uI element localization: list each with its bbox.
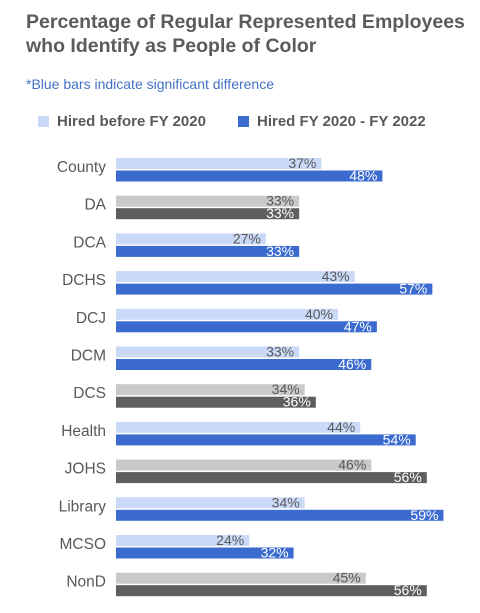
bar-dcs-before [116, 384, 305, 396]
data-label-dcs-before: 34% [272, 381, 300, 397]
data-label-nond-before: 45% [333, 570, 361, 586]
data-label-dchs-after: 57% [399, 281, 427, 297]
bar-nond-before [116, 572, 366, 584]
data-label-county-before: 37% [288, 155, 316, 171]
bar-health-before [116, 421, 361, 433]
data-label-johs-before: 46% [338, 457, 366, 473]
bar-dca-after [116, 245, 300, 257]
data-label-dca-after: 33% [266, 243, 294, 259]
category-label-health: Health [61, 423, 106, 440]
bar-dchs-before [116, 271, 355, 283]
legend-swatch-after [238, 116, 249, 127]
category-label-dcj: DCJ [76, 310, 106, 327]
data-label-mcso-after: 32% [261, 545, 289, 561]
data-label-dcm-after: 46% [338, 356, 366, 372]
legend-label-after: Hired FY 2020 - FY 2022 [257, 113, 426, 130]
category-label-nond: NonD [66, 574, 106, 591]
legend-item-after: Hired FY 2020 - FY 2022 [238, 113, 426, 130]
data-label-library-after: 59% [410, 507, 438, 523]
category-label-library: Library [59, 498, 107, 515]
data-label-dcj-before: 40% [305, 306, 333, 322]
data-label-health-after: 54% [383, 431, 411, 447]
category-label-dcm: DCM [71, 348, 106, 365]
data-label-johs-after: 56% [394, 469, 422, 485]
category-label-dca: DCA [73, 234, 106, 251]
bar-johs-after [116, 472, 427, 484]
data-label-health-before: 44% [327, 419, 355, 435]
data-label-county-after: 48% [349, 168, 377, 184]
legend-swatch-before [38, 116, 49, 127]
bar-mcso-after [116, 547, 294, 559]
data-label-dchs-before: 43% [322, 268, 350, 284]
bar-dca-before [116, 233, 266, 245]
bar-da-before [116, 195, 300, 207]
bar-library-before [116, 497, 305, 509]
category-label-johs: JOHS [65, 461, 106, 478]
category-label-dchs: DCHS [62, 272, 106, 289]
bar-county-after [116, 170, 383, 182]
legend-label-before: Hired before FY 2020 [57, 113, 206, 130]
bar-dcs-after [116, 396, 316, 408]
data-label-nond-after: 56% [394, 582, 422, 598]
category-label-dcs: DCS [73, 385, 106, 402]
category-label-da: DA [84, 197, 106, 214]
bar-nond-after [116, 585, 427, 597]
bar-johs-before [116, 459, 372, 471]
chart-title: Percentage of Regular Represented Employ… [26, 11, 465, 57]
bar-dchs-after [116, 283, 433, 295]
legend-item-before: Hired before FY 2020 [38, 113, 206, 130]
bar-health-after [116, 434, 416, 446]
bar-dcm-after [116, 359, 372, 370]
data-label-dcs-after: 36% [283, 394, 311, 410]
data-label-library-before: 34% [272, 494, 300, 510]
bar-dcj-before [116, 308, 338, 320]
bar-dcm-before [116, 346, 300, 358]
bar-dcj-after [116, 321, 377, 333]
data-label-dca-before: 27% [233, 230, 261, 246]
category-label-county: County [57, 159, 106, 176]
bar-da-after [116, 208, 300, 220]
bar-mcso-before [116, 535, 250, 546]
bar-library-after [116, 509, 444, 521]
chart-subtitle: *Blue bars indicate significant differen… [26, 76, 275, 92]
category-label-mcso: MCSO [60, 536, 107, 553]
data-label-dcj-after: 47% [344, 318, 372, 334]
data-label-mcso-before: 24% [216, 532, 244, 548]
data-label-dcm-before: 33% [266, 344, 294, 360]
bar-county-before [116, 158, 322, 169]
data-label-da-after: 33% [266, 205, 294, 221]
data-label-da-before: 33% [266, 193, 294, 209]
